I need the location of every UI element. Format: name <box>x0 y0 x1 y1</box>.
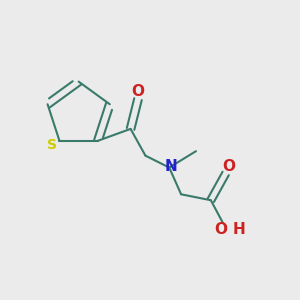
Text: O: O <box>215 223 228 238</box>
Text: S: S <box>47 138 57 152</box>
Text: O: O <box>131 84 145 99</box>
Text: N: N <box>164 158 177 173</box>
Text: O: O <box>222 158 235 173</box>
Text: H: H <box>233 223 245 238</box>
